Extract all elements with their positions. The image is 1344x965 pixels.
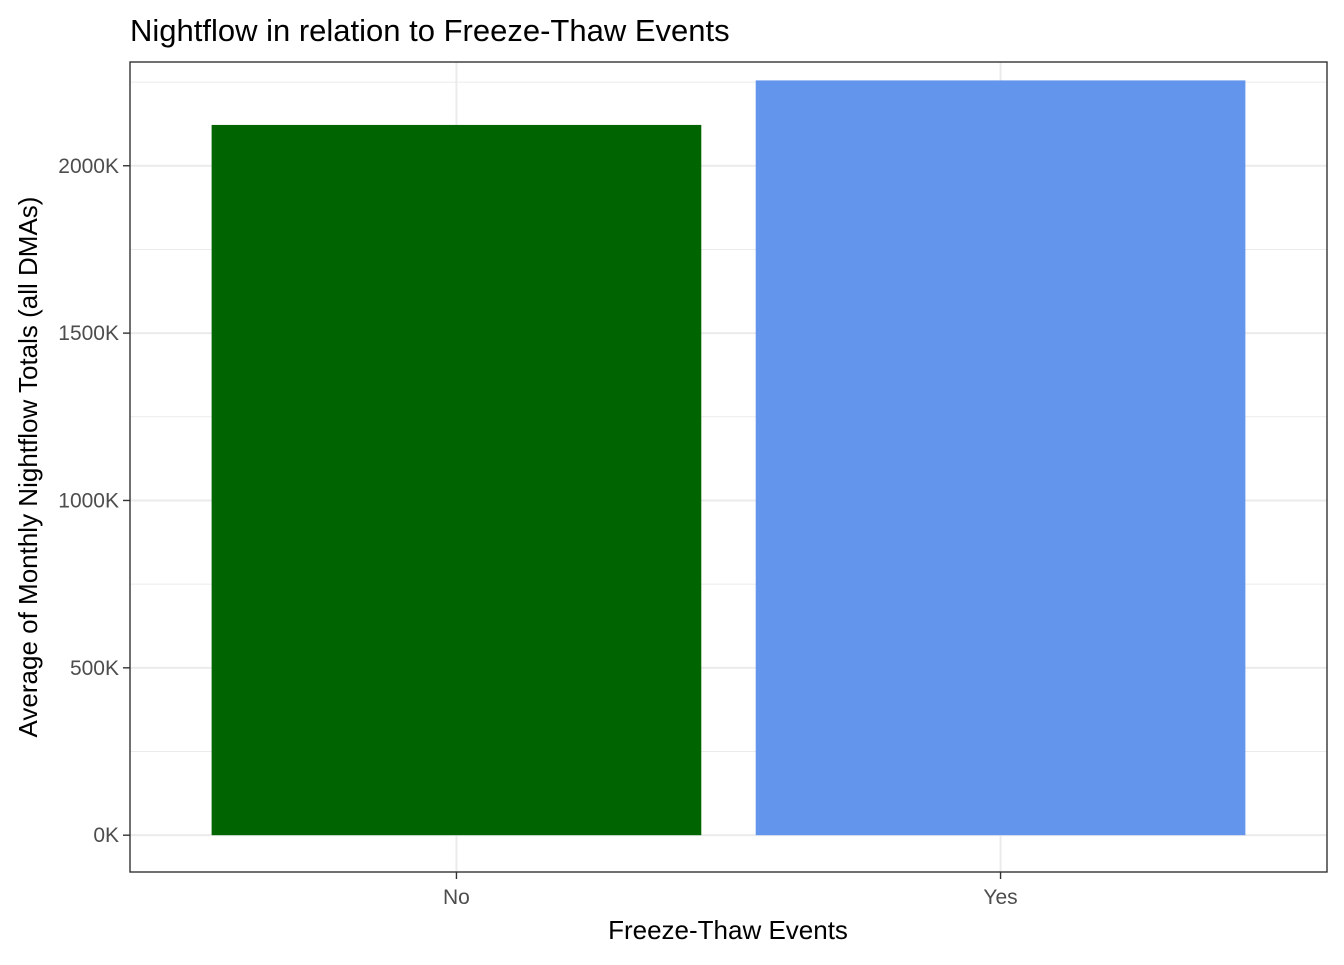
bars: [211, 80, 1246, 836]
plot-panel: [129, 61, 1328, 873]
x-axis-title: Freeze-Thaw Events: [608, 915, 848, 945]
y-tick-label: 1000K: [58, 489, 119, 512]
y-tick-label: 500K: [70, 657, 119, 680]
plot-border: [129, 61, 1328, 873]
y-tick-label: 1500K: [58, 322, 119, 345]
chart-title: Nightflow in relation to Freeze-Thaw Eve…: [130, 13, 730, 48]
x-tick-label: No: [443, 886, 470, 909]
x-tick-label: Yes: [983, 886, 1017, 909]
y-tick-label: 2000K: [58, 155, 119, 178]
y-tick-label: 0K: [93, 824, 119, 847]
y-axis-title: Average of Monthly Nightflow Totals (all…: [13, 197, 43, 738]
bar-yes: [755, 80, 1246, 836]
bar-no: [211, 124, 702, 836]
axes: 0K 500K 1000K 1500K 2000K No Yes: [58, 155, 1017, 909]
